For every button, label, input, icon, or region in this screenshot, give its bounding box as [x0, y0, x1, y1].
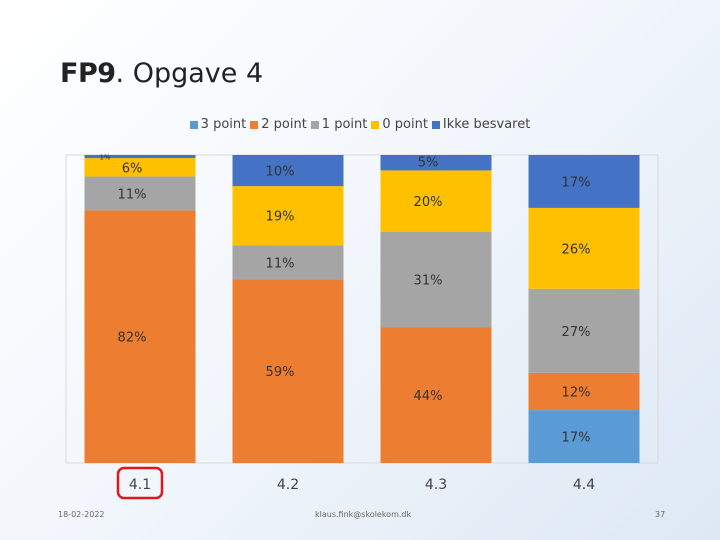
data-label: 1% — [99, 154, 110, 162]
legend-label: 0 point — [382, 117, 428, 132]
data-label: 17% — [562, 175, 591, 190]
bar-segment — [84, 176, 196, 211]
page-number: 37 — [655, 510, 666, 519]
bar-segment — [528, 207, 640, 289]
bar-segment — [528, 155, 640, 208]
data-label: 27% — [562, 325, 591, 340]
bar-segment — [380, 232, 492, 328]
legend-swatch — [431, 120, 440, 129]
highlight-box — [116, 466, 164, 500]
data-label: 82% — [118, 331, 147, 346]
x-tick-label: 4.4 — [573, 477, 595, 493]
bar-segment — [232, 155, 344, 187]
bar-segment — [528, 410, 640, 463]
data-label: 20% — [414, 195, 443, 210]
legend-item: 2 point — [250, 117, 307, 132]
bar-segment — [380, 170, 492, 232]
data-label: 11% — [266, 256, 295, 271]
bar-segment — [380, 327, 492, 463]
legend-item: 3 point — [189, 117, 247, 132]
title-bold: FP9 — [60, 58, 116, 89]
legend-item: Ikke besvaret — [431, 117, 531, 132]
data-label: 17% — [562, 431, 591, 446]
data-label: 10% — [266, 165, 295, 180]
bar-segment — [232, 186, 344, 246]
data-label: 19% — [266, 210, 295, 225]
legend-label: 3 point — [200, 117, 247, 132]
legend-label: 2 point — [261, 117, 307, 132]
legend-item: 0 point — [371, 117, 428, 132]
legend-swatch — [250, 120, 259, 129]
bar-segment — [84, 155, 196, 159]
bar-segment — [232, 279, 344, 463]
bar-segment — [84, 210, 196, 463]
legend-swatch — [371, 120, 380, 129]
data-label: 6% — [122, 161, 143, 176]
bar-segment — [380, 155, 492, 171]
plot-area — [65, 154, 659, 464]
slide-title: FP9. Opgave 4 — [60, 58, 263, 89]
footer-date: 18-02-2022 — [58, 510, 105, 519]
x-tick-label: 4.3 — [425, 477, 447, 493]
data-label: 59% — [266, 365, 295, 380]
data-label: 31% — [414, 274, 443, 289]
legend-label: Ikke besvaret — [442, 117, 531, 132]
data-label: 44% — [414, 389, 443, 404]
title-rest: . Opgave 4 — [115, 58, 264, 89]
legend-swatch — [310, 120, 319, 129]
bar-segment — [528, 372, 640, 411]
bar-segment — [528, 288, 640, 373]
bar-segment — [232, 245, 344, 280]
footer-email: klaus.fink@skolekom.dk — [315, 510, 412, 519]
x-tick-label: 4.1 — [129, 477, 151, 493]
data-label: 5% — [418, 155, 439, 170]
data-label: 12% — [562, 385, 591, 400]
legend-swatch — [189, 120, 198, 129]
bar-segment — [84, 158, 196, 177]
x-tick-label: 4.2 — [277, 477, 299, 493]
legend-label: 1 point — [321, 117, 368, 132]
data-label: 11% — [118, 188, 147, 203]
chart-legend: 3 point 2 point 1 point 0 point Ikke besvare… — [0, 117, 720, 132]
legend-item: 1 point — [310, 117, 368, 132]
data-label: 26% — [562, 242, 591, 257]
